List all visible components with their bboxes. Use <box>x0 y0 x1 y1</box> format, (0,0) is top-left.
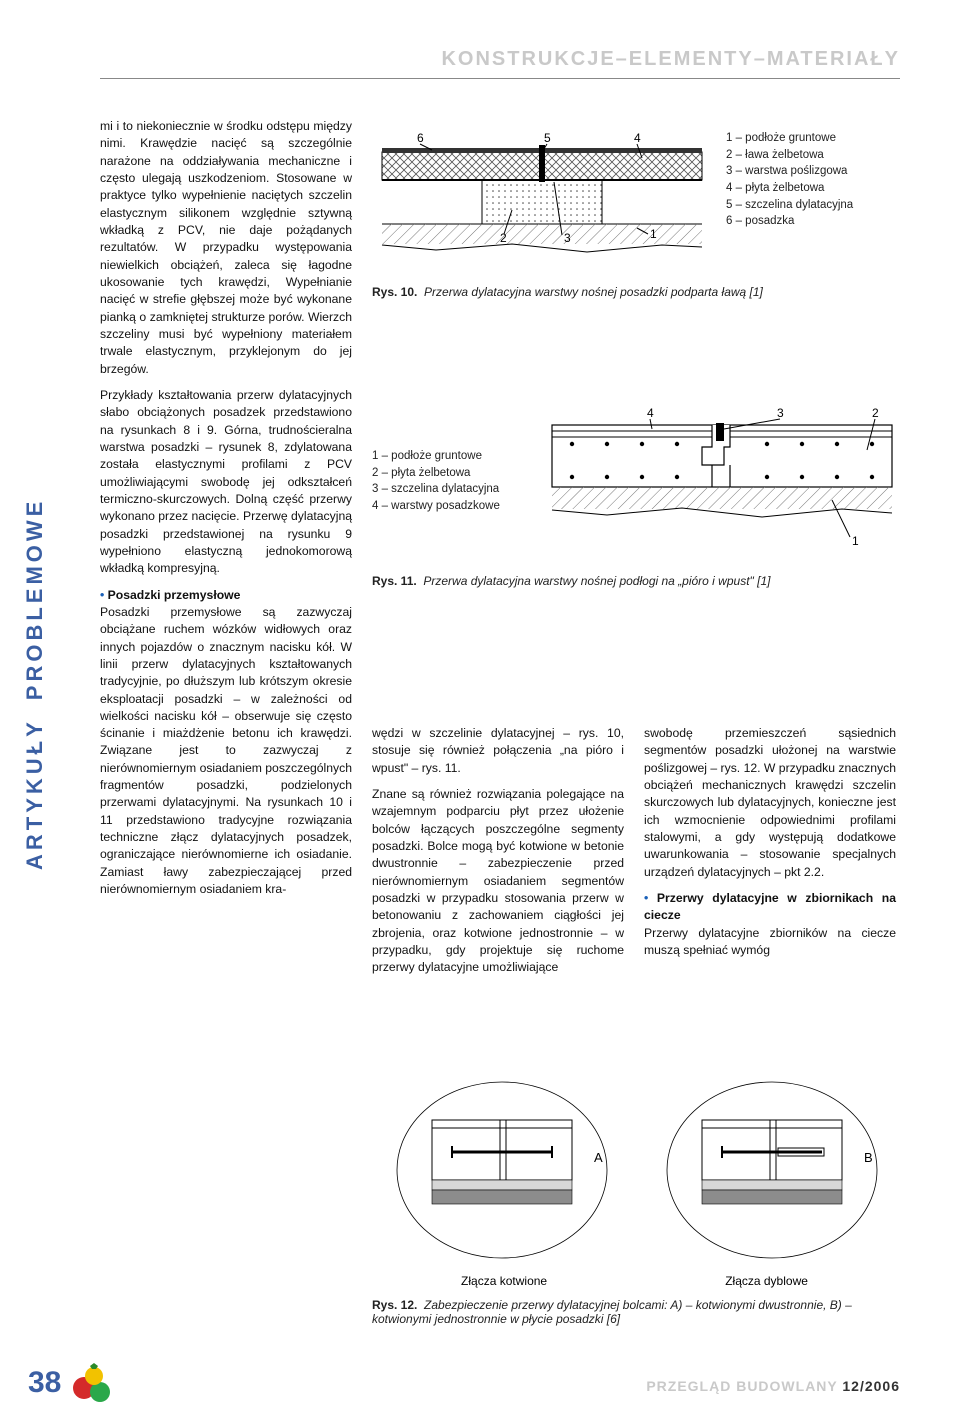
footer-mag: PRZEGLĄD BUDOWLANY <box>646 1378 837 1394</box>
fig12-text: Zabezpieczenie przerwy dylatacyjnej bolc… <box>372 1298 852 1326</box>
col3-h2-wrap: • Przerwy dylatacyjne w zbiornikach na c… <box>644 890 896 959</box>
fig10-leg-6: 6 – posadzka <box>726 213 891 230</box>
page-number: 38 <box>28 1366 61 1400</box>
svg-text:4: 4 <box>647 406 654 420</box>
header-rule <box>100 78 900 79</box>
svg-text:4: 4 <box>634 131 641 145</box>
fig10-legend: 1 – podłoże gruntowe 2 – ława żelbetowa … <box>726 130 891 230</box>
svg-text:1: 1 <box>852 534 859 548</box>
svg-text:5: 5 <box>544 131 551 145</box>
fig10-caption: Rys. 10. Przerwa dylatacyjna warstwy noś… <box>372 285 897 299</box>
fig12-num: Rys. 12. <box>372 1298 417 1312</box>
figure-10: 6 5 4 1 3 2 1 – podłoże gruntowe 2 – ław… <box>372 130 897 299</box>
col3-p2: Przerwy dylatacyjne zbiorników na ciecze… <box>644 926 896 957</box>
column-1: mi i to niekoniecznie w środku odstępu m… <box>100 118 352 907</box>
fig11-num: Rys. 11. <box>372 574 417 588</box>
col1-h3: Posadzki przemysłowe <box>108 588 241 602</box>
fig10-leg-2: 2 – ława żelbetowa <box>726 147 891 164</box>
svg-text:B: B <box>864 1150 873 1165</box>
col3-p1: swobodę przemieszczeń sąsiednich segment… <box>644 725 896 881</box>
svg-text:3: 3 <box>777 406 784 420</box>
column-2: wędzi w szczelinie dylatacyjnej – rys. 1… <box>372 725 624 986</box>
column-3: swobodę przemieszczeń sąsiednich segment… <box>644 725 896 968</box>
figure-12: A B Złącza kotwione Złącza dyblowe <box>372 1070 897 1326</box>
fig12-svg: A B <box>372 1070 897 1270</box>
ornament-icon <box>70 1362 120 1404</box>
col2-p1: wędzi w szczelinie dylatacyjnej – rys. 1… <box>372 725 624 777</box>
fig12-sub-a: Złącza kotwione <box>461 1274 547 1288</box>
fig12-caption: Rys. 12. Zabezpieczenie przerwy dylatacy… <box>372 1298 897 1326</box>
svg-text:2: 2 <box>872 406 879 420</box>
fig10-svg: 6 5 4 1 3 2 <box>372 130 712 275</box>
figure-11: 4 3 2 1 1 – podłoże gruntowe 2 – płyta ż… <box>372 400 897 680</box>
col1-p1: mi i to niekoniecznie w środku odstępu m… <box>100 118 352 378</box>
fig12-sublabels: Złącza kotwione Złącza dyblowe <box>372 1274 897 1288</box>
svg-text:3: 3 <box>564 231 571 245</box>
bullet-icon: • <box>644 891 657 905</box>
bullet-icon: • <box>100 588 108 602</box>
col3-h2: Przerwy dylatacyjne w zbiornikach na cie… <box>644 891 896 922</box>
fig11-leg-1: 1 – podłoże gruntowe <box>372 448 542 465</box>
col2-p2: Znane są również rozwiązania polegające … <box>372 786 624 977</box>
svg-text:1: 1 <box>650 227 657 241</box>
col1-p3: Posadzki przemysłowe są zazwyczaj obciąż… <box>100 605 352 896</box>
footer: PRZEGLĄD BUDOWLANY 12/2006 <box>646 1378 900 1394</box>
fig11-legend: 1 – podłoże gruntowe 2 – płyta żelbetowa… <box>372 448 542 515</box>
fig11-leg-2: 2 – płyta żelbetowa <box>372 465 542 482</box>
sidebar-prefix: ARTYKUŁY <box>22 718 47 870</box>
fig10-leg-1: 1 – podłoże gruntowe <box>726 130 891 147</box>
section-header: KONSTRUKCJE–ELEMENTY–MATERIAŁY <box>441 48 900 71</box>
fig10-leg-3: 3 – warstwa poślizgowa <box>726 163 891 180</box>
sidebar-suffix: PROBLEMOWE <box>22 498 47 701</box>
svg-text:6: 6 <box>417 131 424 145</box>
fig11-caption: Rys. 11. Przerwa dylatacyjna warstwy noś… <box>372 574 770 588</box>
col1-p2: Przykłady kształtowania przerw dylatacyj… <box>100 387 352 578</box>
fig11-leg-4: 4 – warstwy posadzkowe <box>372 498 542 515</box>
col1-p3-wrap: • Posadzki przemysłowe Posadzki przemysł… <box>100 587 352 899</box>
fig10-leg-4: 4 – płyta żelbetowa <box>726 180 891 197</box>
fig10-leg-5: 5 – szczelina dylatacyjna <box>726 197 891 214</box>
footer-issue: 12/2006 <box>842 1378 900 1394</box>
fig11-leg-3: 3 – szczelina dylatacyjna <box>372 481 542 498</box>
svg-text:A: A <box>594 1150 603 1165</box>
fig10-text: Przerwa dylatacyjna warstwy nośnej posad… <box>424 285 763 299</box>
fig11-text: Przerwa dylatacyjna warstwy nośnej podło… <box>423 574 770 588</box>
fig12-sub-b: Złącza dyblowe <box>725 1274 808 1288</box>
sidebar-rotated-label: ARTYKUŁY PROBLEMOWE <box>22 498 48 870</box>
svg-text:2: 2 <box>500 231 507 245</box>
fig10-num: Rys. 10. <box>372 285 417 299</box>
